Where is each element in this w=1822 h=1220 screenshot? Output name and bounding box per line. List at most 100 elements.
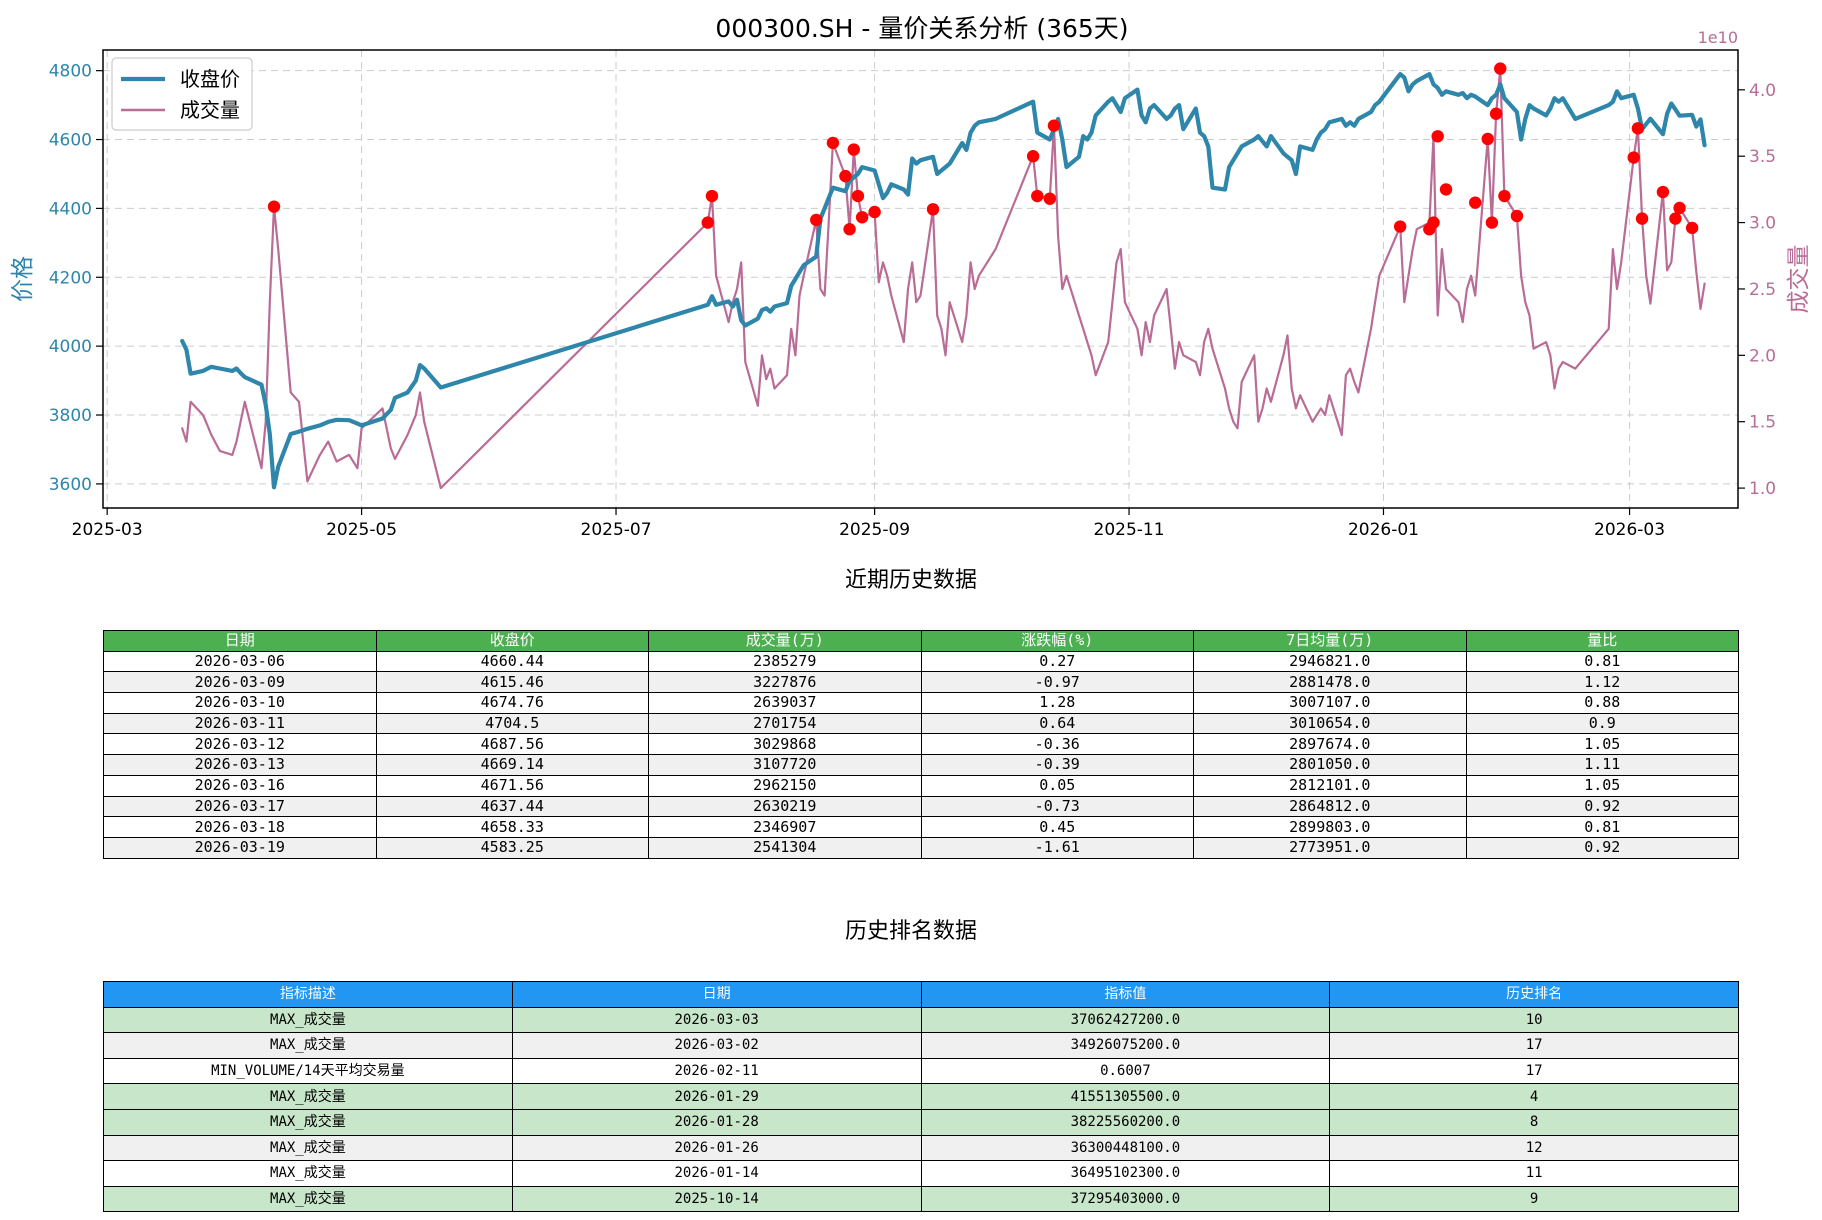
table-cell: -0.97 bbox=[920, 671, 1194, 694]
y-tick-label: 4200 bbox=[49, 268, 92, 288]
volume-spike-point bbox=[1026, 150, 1040, 163]
x-tick-label: 2025-05 bbox=[326, 520, 397, 540]
table-cell: 8 bbox=[1329, 1108, 1739, 1136]
table-cell: 2630219 bbox=[648, 795, 922, 818]
y2-tick-label: 1.5 bbox=[1749, 413, 1776, 433]
column-header: 日期 bbox=[511, 981, 922, 1008]
volume-spike-point bbox=[1043, 192, 1056, 205]
y2-tick-label: 2.0 bbox=[1749, 346, 1776, 366]
volume-spike-point bbox=[1047, 119, 1061, 132]
volume-spike-point bbox=[855, 211, 869, 224]
table-cell: 3227876 bbox=[648, 671, 922, 694]
table2-header-row: 指标描述 日期 指标值 历史排名 bbox=[103, 981, 1739, 1008]
table-cell: 2025-10-14 bbox=[511, 1185, 922, 1213]
table-cell: 2026-03-18 bbox=[103, 816, 377, 838]
table-cell: 1.12 bbox=[1465, 671, 1739, 694]
table-cell: 2881478.0 bbox=[1193, 671, 1467, 694]
volume-spike-point bbox=[1439, 183, 1453, 196]
volume-spike-point bbox=[847, 143, 860, 156]
volume-spike-point bbox=[1635, 212, 1649, 225]
table-cell: 2026-03-12 bbox=[103, 733, 377, 756]
y-axis-label: 价格 bbox=[10, 256, 36, 302]
table-cell: 4583.25 bbox=[375, 836, 649, 859]
table-cell: 2026-03-16 bbox=[103, 774, 377, 797]
table-cell: -0.39 bbox=[920, 754, 1194, 776]
volume-spike-point bbox=[810, 213, 823, 227]
volume-price-chart: 000300.SH - 量价关系分析 (365天) 3600 3800 4000 42… bbox=[10, 14, 1812, 540]
table-cell: MAX_成交量 bbox=[103, 1083, 513, 1110]
x-tick-label: 2026-03 bbox=[1594, 520, 1665, 540]
table-cell: 4637.44 bbox=[375, 795, 649, 818]
volume-spike-point bbox=[1489, 107, 1503, 120]
table-cell: 2801050.0 bbox=[1193, 754, 1467, 776]
table-cell: 2026-01-26 bbox=[511, 1134, 922, 1162]
column-header: 指标值 bbox=[920, 981, 1331, 1008]
plot-frame bbox=[102, 49, 1739, 509]
grid-lines bbox=[103, 50, 1738, 508]
table-row: 2026-03-17 4637.44 2630219 -0.73 2864812.0 0.… bbox=[103, 795, 1739, 818]
table-cell: 0.92 bbox=[1465, 836, 1739, 859]
date-axis: 2025-03 2025-05 2025-07 2025-09 2025-11 2026-… bbox=[72, 508, 1665, 540]
volume-spike-point bbox=[1510, 209, 1524, 223]
volume-line bbox=[181, 67, 1706, 490]
table-cell: 2346907 bbox=[648, 816, 922, 838]
volume-spike-point bbox=[843, 223, 856, 236]
table-cell: 2026-03-19 bbox=[103, 836, 377, 859]
table-cell: 1.28 bbox=[920, 692, 1194, 714]
highlight-points bbox=[267, 62, 1699, 236]
volume-spike-point bbox=[1427, 216, 1440, 229]
column-header: 日期 bbox=[103, 630, 377, 652]
table-cell: 2385279 bbox=[648, 650, 922, 673]
table-cell: 9 bbox=[1329, 1185, 1739, 1213]
volume-spike-point bbox=[705, 189, 719, 203]
column-header: 量比 bbox=[1465, 630, 1739, 652]
table-cell: 12 bbox=[1329, 1134, 1739, 1162]
column-header: 涨跌幅(%) bbox=[920, 630, 1194, 652]
table-cell: MAX_成交量 bbox=[103, 1134, 513, 1162]
table-cell: 3007107.0 bbox=[1193, 692, 1467, 714]
y-tick-label: 3600 bbox=[49, 475, 92, 495]
table-row: 2026-03-10 4674.76 2639037 1.28 3007107.0 0.8… bbox=[103, 692, 1739, 714]
table-row: MAX_成交量 2026-01-28 38225560200.0 8 bbox=[103, 1108, 1739, 1136]
table-cell: 2812101.0 bbox=[1193, 774, 1467, 797]
table-cell: 0.6007 bbox=[920, 1057, 1331, 1085]
volume-spike-point bbox=[826, 136, 840, 150]
table-cell: 10 bbox=[1329, 1006, 1739, 1034]
x-tick-label: 2025-03 bbox=[72, 520, 143, 540]
y-tick-label: 4800 bbox=[49, 62, 92, 82]
table-row: 2026-03-11 4704.5 2701754 0.64 3010654.0 0.9 bbox=[103, 712, 1739, 735]
volume-spike-point bbox=[1469, 196, 1482, 209]
table-cell: MAX_成交量 bbox=[103, 1185, 513, 1213]
legend-label: 成交量 bbox=[180, 98, 240, 122]
column-header: 历史排名 bbox=[1329, 981, 1739, 1008]
table-cell: 4 bbox=[1329, 1083, 1739, 1110]
x-tick-label: 2025-07 bbox=[581, 520, 652, 540]
y-tick-label: 4600 bbox=[49, 131, 92, 151]
series-layer bbox=[180, 67, 1707, 490]
table-cell: 2026-02-11 bbox=[511, 1057, 922, 1085]
table-cell: 2026-03-02 bbox=[511, 1032, 922, 1059]
table-cell: MAX_成交量 bbox=[103, 1160, 513, 1187]
table-cell: 3029868 bbox=[648, 733, 922, 756]
volume-spike-point bbox=[1431, 130, 1444, 143]
table-cell: 36300448100.0 bbox=[920, 1134, 1331, 1162]
volume-spike-point bbox=[839, 169, 852, 183]
x-tick-label: 2025-09 bbox=[839, 520, 910, 540]
table-cell: 2026-03-09 bbox=[103, 671, 377, 694]
table-row: 2026-03-06 4660.44 2385279 0.27 2946821.0 0.8… bbox=[103, 650, 1739, 673]
table-cell: 2701754 bbox=[648, 712, 922, 735]
table-cell: 4615.46 bbox=[375, 671, 649, 694]
table-cell: 2026-03-03 bbox=[511, 1006, 922, 1034]
table-cell: 37062427200.0 bbox=[920, 1006, 1331, 1034]
table-cell: 2962150 bbox=[648, 774, 922, 797]
column-header: 指标描述 bbox=[103, 981, 513, 1008]
table-cell: -1.61 bbox=[920, 836, 1194, 859]
table-cell: MAX_成交量 bbox=[103, 1006, 513, 1034]
table-row: MAX_成交量 2026-03-03 37062427200.0 10 bbox=[103, 1006, 1739, 1034]
table-cell: 41551305500.0 bbox=[920, 1083, 1331, 1110]
y-tick-label: 4000 bbox=[49, 337, 92, 357]
table-cell: 3010654.0 bbox=[1193, 712, 1467, 735]
y2-tick-label: 2.5 bbox=[1749, 280, 1776, 300]
volume-spike-point bbox=[851, 189, 865, 203]
volume-spike-point bbox=[1669, 212, 1682, 225]
